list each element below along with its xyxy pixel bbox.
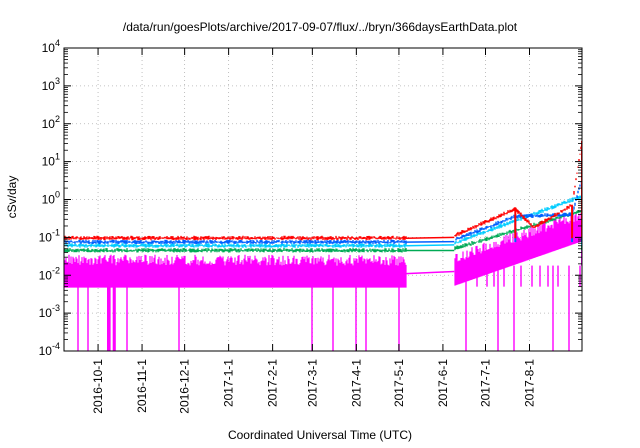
series-band (64, 212, 582, 288)
series-band (64, 209, 582, 253)
y-tick-label: 101 (42, 152, 60, 169)
x-tick-label: 2016-12-1 (178, 359, 192, 414)
x-tick-label: 2017-4-1 (349, 359, 363, 407)
y-tick-label: 10-4 (39, 341, 60, 358)
y-axis-title: cSv/day (5, 175, 19, 219)
x-tick-label: 2016-10-1 (91, 359, 105, 414)
plot-data (64, 140, 582, 351)
x-tick-label: 2017-1-1 (222, 359, 236, 407)
chart-title: /data/run/goesPlots/archive/2017-09-07/f… (122, 20, 518, 34)
y-tick-label: 10-3 (39, 303, 60, 320)
x-tick-label: 2017-2-1 (266, 359, 280, 407)
y-tick-label: 104 (42, 38, 60, 55)
series-dropout-block (112, 286, 116, 351)
grid (64, 48, 582, 351)
y-tick-label: 100 (42, 190, 60, 207)
series-band (64, 140, 582, 241)
series-gap-line (406, 236, 455, 239)
y-tick-label: 10-2 (39, 265, 60, 282)
y-tick-label: 103 (42, 76, 60, 93)
x-tick-label: 2017-8-1 (522, 359, 536, 407)
y-tick-label: 102 (42, 114, 60, 131)
series-gap-line (405, 270, 455, 275)
series-gap-line (406, 244, 455, 247)
series-band (64, 177, 582, 245)
x-tick-label: 2017-3-1 (305, 359, 319, 407)
y-tick-label: 10-1 (39, 227, 60, 244)
x-tick-label: 2017-5-1 (392, 359, 406, 407)
x-tick-label: 2016-11-1 (135, 359, 149, 413)
x-tick-label: 2017-6-1 (436, 359, 450, 407)
x-axis-title: Coordinated Universal Time (UTC) (227, 428, 413, 442)
x-tick-label: 2017-7-1 (478, 359, 492, 407)
series-dropout-block (106, 286, 111, 351)
axis-ticks: 10-4 10-3 10-2 10-1 100 101 102 103 104 2016-10-1… (39, 38, 582, 414)
